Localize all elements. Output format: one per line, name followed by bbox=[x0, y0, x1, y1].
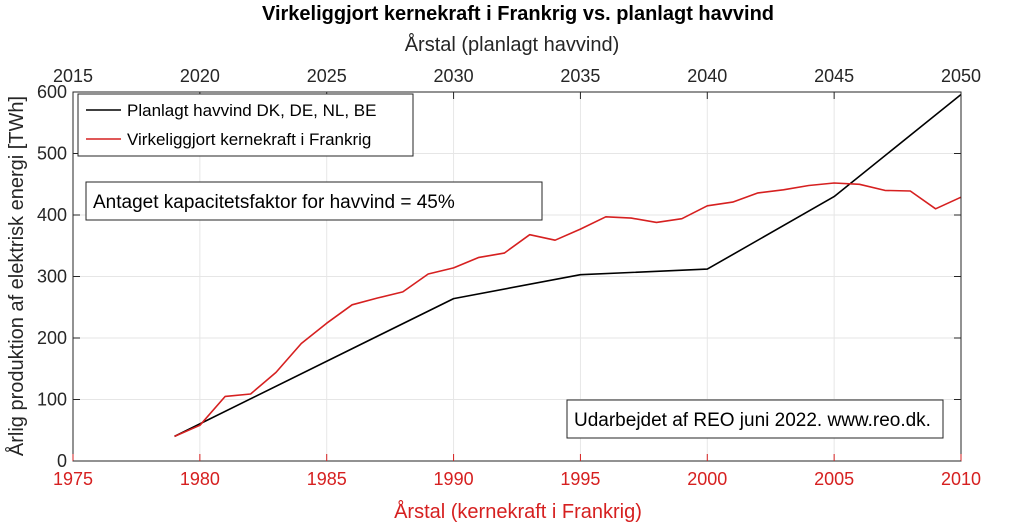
bottom-x-tick-label: 2010 bbox=[941, 469, 981, 489]
annotation-credit: Udarbejdet af REO juni 2022. www.reo.dk. bbox=[566, 399, 944, 439]
top-x-tick-label: 2030 bbox=[434, 66, 474, 86]
y-tick-label: 500 bbox=[37, 144, 67, 164]
annotation-capacity: Antaget kapacitetsfaktor for havvind = 4… bbox=[85, 181, 543, 221]
bottom-x-axis-label: Årstal (kernekraft i Frankrig) bbox=[394, 500, 642, 523]
annotation-capacity-box bbox=[85, 181, 543, 221]
top-x-tick-label: 2040 bbox=[687, 66, 727, 86]
bottom-x-tick-label: 1985 bbox=[307, 469, 347, 489]
bottom-x-tick-label: 2005 bbox=[814, 469, 854, 489]
annotation-credit-box bbox=[566, 399, 944, 439]
chart-title: Virkeliggjort kernekraft i Frankrig vs. … bbox=[262, 3, 774, 25]
y-tick-label: 400 bbox=[37, 205, 67, 225]
legend-label-kernekraft: Virkeliggjort kernekraft i Frankrig bbox=[127, 130, 371, 149]
legend: Planlagt havvind DK, DE, NL, BE Virkelig… bbox=[77, 93, 414, 157]
top-x-tick-label: 2035 bbox=[560, 66, 600, 86]
series-line-havvind bbox=[174, 93, 962, 438]
top-x-tick-label: 2025 bbox=[307, 66, 347, 86]
annotation-credit-text: Udarbejdet af REO juni 2022. www.reo.dk. bbox=[574, 410, 931, 431]
series-line-kernekraft bbox=[174, 182, 962, 438]
top-x-tick-label: 2045 bbox=[814, 66, 854, 86]
bottom-x-tick-label: 2000 bbox=[687, 469, 727, 489]
bottom-x-tick-label: 1975 bbox=[53, 469, 93, 489]
y-tick-label: 0 bbox=[57, 451, 67, 471]
annotation-capacity-text: Antaget kapacitetsfaktor for havvind = 4… bbox=[93, 192, 455, 213]
y-tick-label: 600 bbox=[37, 82, 67, 102]
legend-label-havvind: Planlagt havvind DK, DE, NL, BE bbox=[127, 101, 376, 120]
top-x-tick-label: 2050 bbox=[941, 66, 981, 86]
y-axis-label: Årlig produktion af elektrisk energi [TW… bbox=[5, 96, 28, 456]
top-x-tick-label: 2020 bbox=[180, 66, 220, 86]
y-tick-label: 300 bbox=[37, 267, 67, 287]
legend-box bbox=[77, 93, 414, 157]
top-x-axis-label: Årstal (planlagt havvind) bbox=[405, 33, 620, 56]
bottom-x-tick-label: 1995 bbox=[560, 469, 600, 489]
bottom-x-tick-label: 1990 bbox=[434, 469, 474, 489]
top-x-tick-label: 2015 bbox=[53, 66, 93, 86]
y-tick-label: 100 bbox=[37, 390, 67, 410]
bottom-x-tick-label: 1980 bbox=[180, 469, 220, 489]
y-tick-label: 200 bbox=[37, 328, 67, 348]
series-layer bbox=[174, 93, 962, 438]
